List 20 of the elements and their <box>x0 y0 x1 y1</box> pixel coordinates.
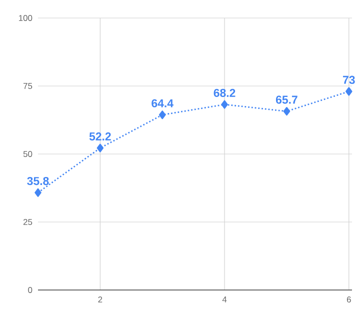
y-tick-label: 50 <box>23 151 32 157</box>
data-label: 65.7 <box>276 96 298 104</box>
x-tick-label: 6 <box>346 296 351 303</box>
y-tick-label: 0 <box>28 287 32 293</box>
data-label: 35.8 <box>27 176 49 186</box>
y-tick-label: 100 <box>18 15 32 21</box>
y-tick-label: 75 <box>24 83 32 89</box>
data-label: 52.2 <box>89 132 111 140</box>
point <box>34 188 42 197</box>
x-tick-label: 4 <box>222 296 227 302</box>
point <box>283 107 290 116</box>
data-label: 64.4 <box>152 99 174 108</box>
point <box>346 87 352 96</box>
y-tick-label: 25 <box>23 219 32 225</box>
point <box>158 110 166 120</box>
point <box>96 144 104 152</box>
data-label: 68.2 <box>214 88 236 97</box>
point <box>221 100 228 109</box>
x-tick-label: 2 <box>98 296 102 302</box>
data-label: 73 <box>343 76 355 84</box>
